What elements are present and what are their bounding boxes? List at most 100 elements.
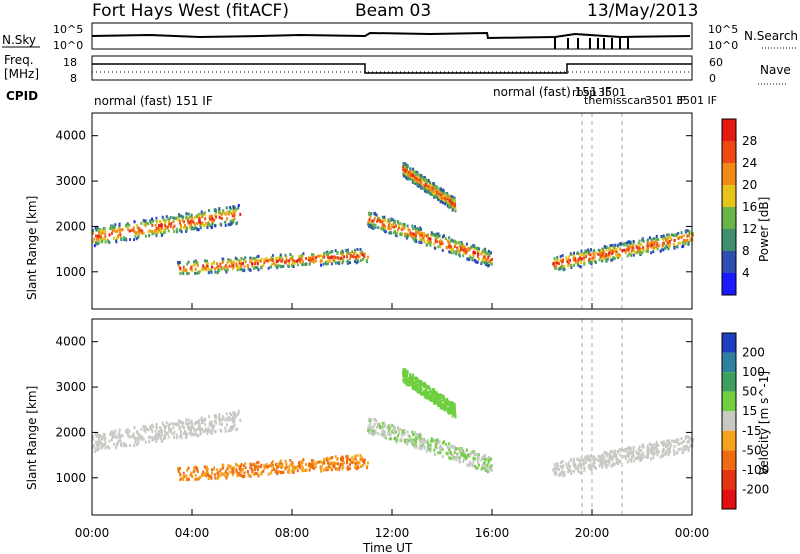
power-cell bbox=[430, 190, 433, 194]
power-cell bbox=[415, 182, 418, 186]
velocity-cell bbox=[460, 453, 463, 457]
velocity-cell bbox=[101, 435, 104, 439]
power-cell bbox=[437, 188, 440, 192]
velocity-cell bbox=[615, 453, 618, 457]
power-cell bbox=[232, 260, 235, 264]
velocity-cell bbox=[630, 455, 633, 459]
power-cell bbox=[123, 238, 126, 242]
power-cell bbox=[630, 253, 633, 257]
velocity-cell bbox=[277, 462, 280, 466]
colorbar-tick-label: 20 bbox=[742, 178, 757, 192]
velocity-cell bbox=[296, 465, 299, 469]
velocity-cell bbox=[232, 420, 235, 424]
power-cell bbox=[407, 227, 410, 231]
power-cell bbox=[228, 210, 231, 214]
power-cell bbox=[403, 223, 406, 227]
power-cell bbox=[168, 222, 171, 226]
power-cell bbox=[423, 188, 426, 192]
power-cell bbox=[114, 223, 117, 227]
power-cell bbox=[577, 257, 580, 261]
power-cell bbox=[219, 222, 222, 226]
velocity-cell bbox=[382, 424, 385, 428]
power-cell bbox=[557, 267, 560, 271]
colorbar-tick-label: -15 bbox=[742, 424, 762, 438]
nsearch-label: N.Search bbox=[744, 29, 798, 43]
velocity-cell bbox=[96, 443, 99, 447]
power-cell bbox=[367, 220, 370, 224]
velocity-cell bbox=[205, 467, 208, 471]
power-cell bbox=[312, 256, 315, 260]
velocity-cell bbox=[206, 467, 209, 471]
colorbar-tick-label: 100 bbox=[742, 365, 765, 379]
power-cell bbox=[449, 245, 452, 249]
velocity-cell bbox=[287, 470, 290, 474]
velocity-cell bbox=[323, 461, 326, 465]
power-cell bbox=[301, 254, 304, 258]
velocity-cell bbox=[191, 432, 194, 436]
velocity-cell bbox=[114, 429, 117, 433]
power-cell bbox=[225, 210, 228, 214]
velocity-cell bbox=[314, 465, 317, 469]
power-cell bbox=[250, 258, 253, 262]
velocity-cell bbox=[288, 465, 291, 469]
power-cell bbox=[177, 261, 180, 265]
velocity-cell bbox=[375, 419, 378, 423]
velocity-cell bbox=[454, 410, 457, 414]
velocity-cell bbox=[202, 420, 205, 424]
power-cell bbox=[166, 225, 169, 229]
velocity-cell bbox=[239, 473, 242, 477]
y-tick-label: 4000 bbox=[55, 129, 86, 143]
power-cell bbox=[604, 254, 607, 258]
velocity-cell bbox=[179, 420, 182, 424]
velocity-cell bbox=[643, 455, 646, 459]
velocity-cell bbox=[570, 471, 573, 475]
velocity-cell bbox=[224, 426, 227, 430]
velocity-cell bbox=[637, 451, 640, 455]
power-cell bbox=[148, 234, 151, 238]
velocity-cell bbox=[647, 449, 650, 453]
power-cell bbox=[486, 252, 489, 256]
power-cell bbox=[572, 256, 575, 260]
velocity-cell bbox=[608, 454, 611, 458]
velocity-cell bbox=[185, 421, 188, 425]
velocity-cell bbox=[165, 421, 168, 425]
velocity-cell bbox=[297, 461, 300, 465]
power-cell bbox=[145, 221, 148, 225]
power-cell bbox=[128, 229, 131, 233]
velocity-cell bbox=[251, 463, 254, 467]
power-cell bbox=[430, 186, 433, 190]
power-cell bbox=[666, 241, 669, 245]
velocity-cell bbox=[688, 440, 691, 444]
velocity-cell bbox=[587, 458, 590, 462]
velocity-cell bbox=[347, 458, 350, 462]
velocity-cell bbox=[159, 430, 162, 434]
velocity-cell bbox=[256, 472, 259, 476]
power-cell bbox=[276, 265, 279, 269]
velocity-cell bbox=[688, 436, 691, 440]
velocity-cell bbox=[374, 431, 377, 435]
velocity-cell bbox=[650, 447, 653, 451]
power-cell bbox=[203, 259, 206, 263]
power-cell bbox=[183, 226, 186, 230]
velocity-cell bbox=[118, 428, 121, 432]
power-cell bbox=[141, 231, 144, 235]
power-cell bbox=[349, 252, 352, 256]
power-cell bbox=[667, 236, 670, 240]
velocity-cell bbox=[454, 448, 457, 452]
velocity-cell bbox=[403, 432, 406, 436]
power-cell bbox=[449, 205, 452, 209]
power-cell bbox=[661, 235, 664, 239]
power-cell bbox=[605, 245, 608, 249]
velocity-cell bbox=[415, 378, 418, 382]
velocity-cell bbox=[462, 460, 465, 464]
power-cell bbox=[97, 231, 100, 235]
velocity-cell bbox=[336, 467, 339, 471]
velocity-cell bbox=[313, 466, 316, 470]
power-cell bbox=[229, 223, 232, 227]
power-cell bbox=[665, 238, 668, 242]
velocity-cell bbox=[688, 438, 691, 442]
velocity-cell bbox=[327, 458, 330, 462]
velocity-cell bbox=[449, 411, 452, 415]
power-cell bbox=[332, 257, 335, 261]
velocity-cell bbox=[216, 468, 219, 472]
